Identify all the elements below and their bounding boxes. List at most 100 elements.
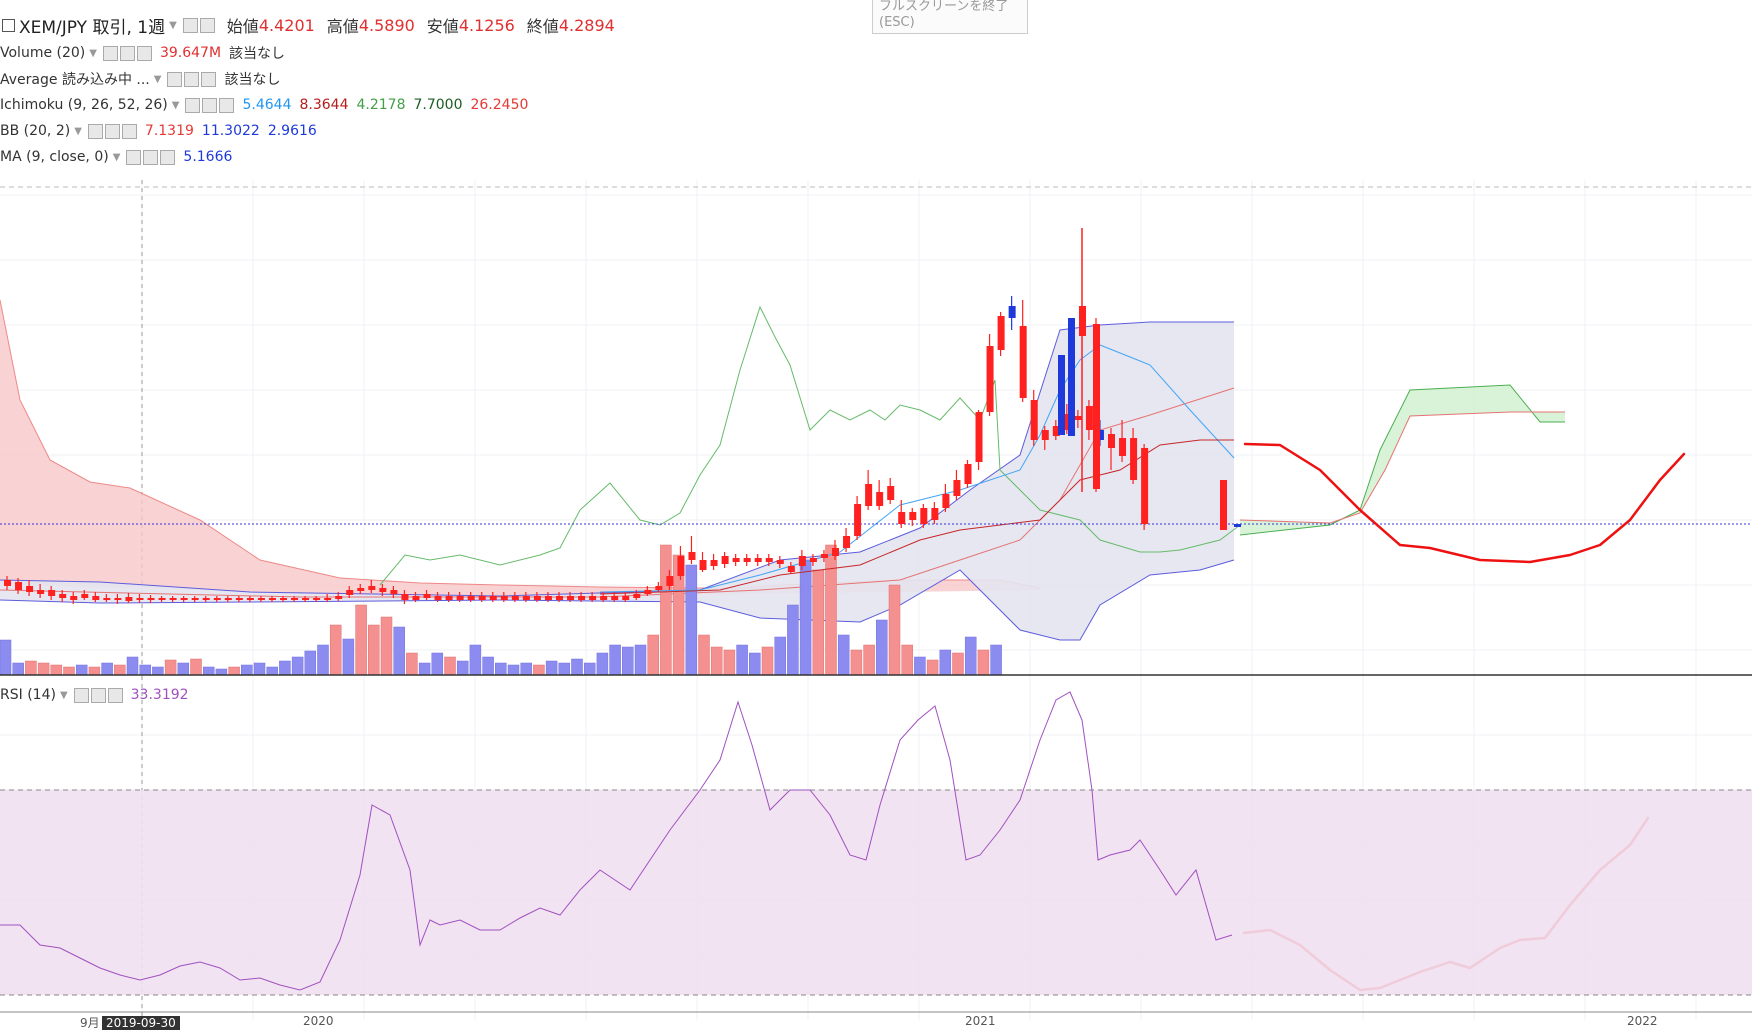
- kumo-span-a-2: [1239, 384, 1565, 536]
- volume-bar: [279, 660, 291, 676]
- volume-bar: [380, 616, 393, 676]
- gear-icon[interactable]: [184, 71, 200, 87]
- chevron-down-icon[interactable]: ▼: [153, 73, 162, 85]
- candle-body: [688, 552, 696, 560]
- candle-body: [578, 596, 586, 600]
- rsi-band: [0, 790, 1752, 995]
- volume-bar: [101, 662, 113, 676]
- volume-bar: [609, 644, 621, 676]
- volume-bar: [88, 666, 101, 676]
- volume-bar: [660, 544, 672, 676]
- close-icon[interactable]: [160, 149, 176, 165]
- chevron-down-icon[interactable]: ▼: [89, 47, 97, 59]
- candle-body: [125, 597, 133, 601]
- ohlc-open-label: 始値: [226, 17, 259, 36]
- candle-body: [710, 560, 718, 566]
- gear-icon[interactable]: [119, 45, 135, 61]
- legend-average: Average 読み込み中 ... ▼ 該当なし: [0, 68, 280, 90]
- legend-bb-value-3: 2.9616: [267, 123, 317, 139]
- eye-icon[interactable]: [102, 45, 118, 61]
- candle-body: [1008, 306, 1016, 318]
- volume-bar: [596, 652, 609, 676]
- eye-icon[interactable]: [167, 71, 183, 87]
- volume-bar: [939, 649, 952, 676]
- fullscreen-tooltip: フルスクリーンを終了 (ESC): [872, 0, 1028, 34]
- candle-body: [567, 596, 575, 600]
- legend-ichimoku-value-5: 26.2450: [470, 97, 529, 113]
- candle-body: [246, 598, 254, 600]
- close-icon[interactable]: [121, 123, 137, 139]
- gear-icon[interactable]: [199, 17, 215, 33]
- candle-body: [147, 598, 155, 600]
- chevron-down-icon[interactable]: ▼: [74, 125, 82, 137]
- candle-body: [544, 596, 552, 600]
- volume-bar: [799, 559, 812, 676]
- candle-body: [511, 596, 519, 600]
- gear-icon[interactable]: [202, 97, 218, 113]
- candle-body: [180, 598, 188, 600]
- close-icon[interactable]: [136, 45, 152, 61]
- close-icon[interactable]: [107, 687, 123, 703]
- eye-icon[interactable]: [182, 17, 198, 33]
- volume-bar: [837, 634, 850, 676]
- candle-body: [765, 558, 773, 562]
- volume-bar: [75, 664, 88, 676]
- chevron-down-icon[interactable]: ▼: [112, 151, 121, 163]
- volume-bar: [202, 666, 215, 676]
- eye-icon[interactable]: [185, 97, 201, 113]
- candle-body: [743, 558, 751, 562]
- candle-body: [1119, 438, 1127, 456]
- volume-bar: [723, 649, 736, 676]
- eye-icon[interactable]: [126, 149, 142, 165]
- bb-fill: [0, 322, 1234, 640]
- volume-bar: [241, 664, 253, 676]
- chevron-down-icon[interactable]: ▼: [59, 689, 68, 701]
- volume-bar: [12, 662, 24, 676]
- eye-icon[interactable]: [87, 123, 103, 139]
- candle-body: [114, 598, 122, 600]
- candle-body: [445, 596, 453, 600]
- gear-icon[interactable]: [143, 149, 159, 165]
- chevron-down-icon[interactable]: ▼: [171, 99, 180, 111]
- volume-bar: [622, 646, 634, 676]
- volume-bar: [888, 584, 901, 676]
- candle-body: [953, 480, 961, 496]
- volume-bar: [812, 569, 825, 676]
- volume-bar: [342, 638, 355, 676]
- candle-body: [832, 548, 839, 556]
- candle-body: [4, 580, 11, 586]
- volume-bar: [456, 660, 469, 676]
- volume-bar: [507, 664, 520, 676]
- candle-body: [1074, 416, 1082, 420]
- candle-body: [202, 598, 210, 600]
- volume-bar: [825, 544, 837, 676]
- candle-body: [699, 560, 707, 570]
- candle-body: [213, 598, 221, 600]
- candle-body: [280, 598, 287, 600]
- volume-bar: [177, 662, 190, 676]
- candle-body: [81, 594, 89, 598]
- legend-ichimoku-value-1: 5.4644: [242, 97, 292, 113]
- candle-body: [997, 316, 1005, 350]
- candle-body: [1141, 448, 1149, 524]
- volume-bar: [774, 636, 786, 676]
- candle-body: [103, 598, 111, 600]
- collapse-icon[interactable]: [2, 18, 15, 32]
- candlesticks: [4, 228, 1241, 604]
- candle-body: [37, 590, 45, 594]
- ohlc-close-value: 4.2894: [558, 15, 615, 35]
- candle-body: [776, 560, 784, 564]
- tooltip-line-1: フルスクリーンを終了: [879, 0, 1009, 14]
- close-icon[interactable]: [201, 71, 217, 87]
- close-icon[interactable]: [219, 97, 235, 113]
- gear-icon[interactable]: [104, 123, 120, 139]
- x-tick-label: 2021: [965, 1014, 996, 1028]
- gear-icon[interactable]: [90, 687, 106, 703]
- legend-ichimoku-value-4: 7.7000: [413, 97, 463, 113]
- volume-bar: [469, 644, 482, 676]
- legend-average-label: Average 読み込み中 ...: [0, 72, 150, 88]
- chevron-down-icon[interactable]: ▼: [169, 19, 177, 31]
- eye-icon[interactable]: [73, 687, 89, 703]
- candle-body: [843, 536, 851, 548]
